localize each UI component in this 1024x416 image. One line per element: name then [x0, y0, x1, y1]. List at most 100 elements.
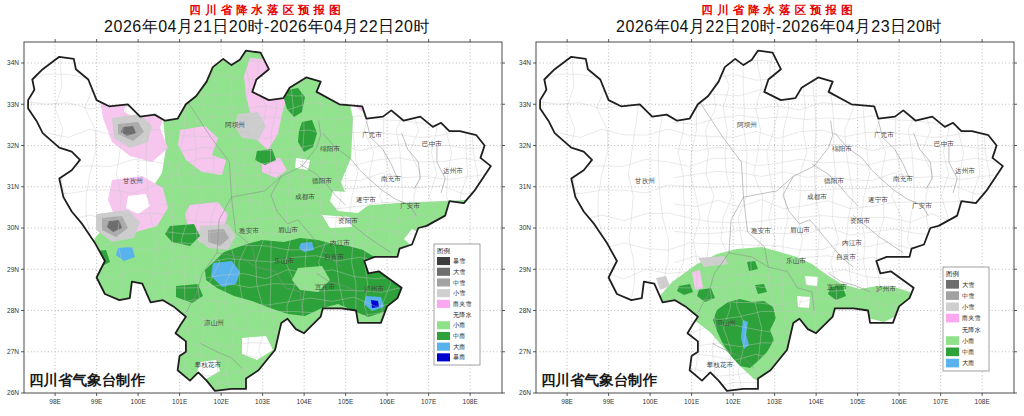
city-label: 凉山州: [716, 319, 736, 326]
lat-label: 34N: [519, 59, 531, 66]
legend-swatch: [437, 300, 450, 308]
lon-label: 101E: [684, 398, 700, 405]
legend-label: 暴雪: [453, 257, 465, 265]
lon-label: 101E: [172, 398, 188, 405]
legend-label: 中雪: [453, 279, 465, 287]
lon-label: 100E: [643, 398, 659, 405]
lat-label: 29N: [519, 266, 531, 273]
lat-label: 33N: [519, 101, 531, 108]
legend-swatch: [946, 291, 959, 300]
legend-label: 无降水: [962, 326, 981, 334]
legend-label: 无降水: [453, 311, 472, 319]
city-label: 攀枝花市: [195, 361, 222, 369]
city-label: 攀枝花市: [707, 361, 734, 369]
city-label: 德阳市: [824, 177, 844, 185]
lat-label: 26N: [7, 389, 19, 396]
city-label: 自贡市: [836, 253, 856, 261]
legend-swatch: [437, 311, 450, 319]
legend-label: 大雨: [453, 343, 465, 350]
city-label: 甘孜州: [635, 177, 655, 185]
legend-title: 图例: [946, 270, 959, 278]
city-label: 巴中市: [422, 140, 442, 147]
city-label: 宜宾市: [827, 283, 847, 291]
legend-label: 雨夹雪: [962, 314, 981, 322]
legend-label: 大雨: [962, 359, 974, 366]
legend-swatch: [437, 289, 450, 297]
legend-swatch: [437, 268, 450, 276]
lon-label: 107E: [421, 398, 437, 405]
legend-swatch: [946, 280, 959, 289]
lon-label: 106E: [892, 398, 908, 405]
lon-label: 104E: [297, 398, 313, 405]
city-label: 达州市: [443, 167, 463, 175]
city-label: 内江市: [842, 239, 862, 247]
city-label: 眉山市: [278, 226, 298, 234]
lat-label: 34N: [7, 59, 19, 66]
legend-title: 图例: [437, 247, 450, 255]
producer-label: 四川省气象台制作: [541, 372, 658, 388]
legend-swatch: [437, 343, 450, 351]
city-label: 雅安市: [239, 227, 259, 235]
lon-label: 102E: [726, 398, 742, 405]
city-label: 绵阳市: [320, 145, 340, 153]
legend: 图例暴雪大雪中雪小雪雨夹雪无降水小雨中雨大雨暴雨: [434, 244, 480, 365]
lon-label: 98E: [49, 398, 61, 405]
lat-label: 33N: [7, 101, 19, 108]
city-label: 绵阳市: [832, 145, 852, 153]
legend-label: 中雨: [962, 348, 974, 355]
city-label: 资阳市: [338, 217, 358, 225]
legend-label: 大雪: [453, 268, 465, 276]
city-label: 乐山市: [274, 257, 294, 264]
legend-swatch: [437, 278, 450, 286]
producer-label: 四川省气象台制作: [29, 372, 146, 388]
lon-label: 104E: [809, 398, 825, 405]
city-label: 泸州市: [363, 285, 384, 293]
city-label: 雅安市: [751, 227, 771, 235]
city-label: 阿坝州: [225, 121, 245, 129]
weather-forecast-page: 四川省降水落区预报图 2026年04月21日20时-2026年04月22日20时…: [0, 0, 1024, 416]
city-label: 宜宾市: [315, 283, 335, 291]
lat-label: 27N: [7, 348, 19, 355]
city-label: 内江市: [330, 239, 350, 247]
lat-label: 30N: [519, 224, 531, 231]
city-label: 成都市: [807, 193, 827, 201]
lon-label: 98E: [561, 398, 573, 405]
lon-label: 105E: [850, 398, 866, 405]
legend-label: 中雨: [453, 332, 465, 339]
legend-label: 中雪: [962, 292, 974, 300]
legend-swatch: [437, 321, 450, 329]
lon-label: 102E: [214, 398, 230, 405]
forecast-panel-day1: 四川省降水落区预报图 2026年04月21日20时-2026年04月22日20时…: [0, 0, 512, 416]
city-label: 广安市: [400, 202, 420, 209]
city-label: 巴中市: [934, 140, 954, 147]
legend-label: 暴雨: [453, 353, 465, 360]
lon-label: 100E: [131, 398, 147, 405]
legend-label: 小雨: [962, 337, 974, 344]
legend-label: 小雪: [962, 303, 974, 311]
city-label: 广元市: [362, 131, 382, 138]
forecast-panel-day2: 四川省降水落区预报图 2026年04月22日20时-2026年04月23日20时…: [512, 0, 1024, 416]
legend-swatch: [437, 353, 450, 361]
city-label: 阿坝州: [737, 121, 757, 129]
lat-label: 32N: [7, 142, 19, 149]
lat-label: 29N: [7, 266, 19, 273]
lon-label: 108E: [975, 398, 991, 405]
lon-label: 108E: [463, 398, 479, 405]
city-label: 南充市: [893, 175, 913, 183]
city-label: 凉山州: [204, 319, 224, 326]
city-label: 泸州市: [875, 285, 896, 293]
city-label: 自贡市: [324, 253, 344, 261]
lon-label: 99E: [603, 398, 615, 405]
lon-label: 107E: [933, 398, 949, 405]
legend-swatch: [946, 348, 959, 357]
city-label: 德阳市: [312, 177, 332, 185]
city-label: 广安市: [912, 202, 932, 209]
legend-swatch: [946, 314, 959, 323]
legend-label: 小雨: [453, 321, 465, 328]
city-label: 甘孜州: [123, 177, 143, 185]
city-label: 遂宁市: [868, 196, 888, 203]
legend-swatch: [946, 325, 959, 334]
lon-label: 106E: [380, 398, 396, 405]
legend: 图例大雪中雪小雪雨夹雪无降水小雨中雨大雨: [943, 267, 989, 371]
city-label: 成都市: [295, 193, 315, 201]
